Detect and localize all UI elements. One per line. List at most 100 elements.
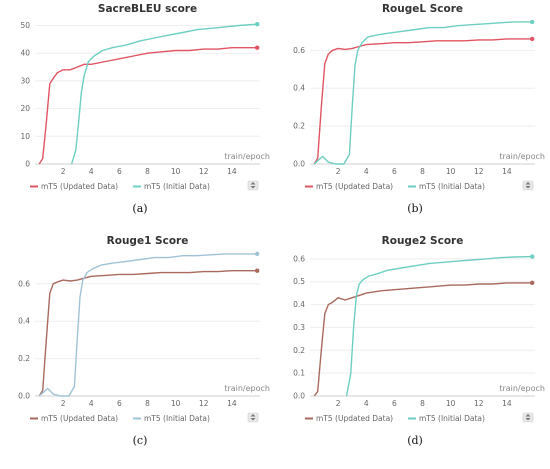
chart-panel-sacrebleu: SacreBLEU score 0 10 20 30 40 50 2 4 6 8 10 12 14 trai… <box>0 0 275 232</box>
figure-caption: (a) <box>132 202 147 215</box>
legend-item-0[interactable]: mT5 (Updated Data) <box>305 414 393 423</box>
x-tick-label: 8 <box>145 399 150 408</box>
chevron-up-icon <box>250 414 256 417</box>
x-tick-label: 14 <box>502 399 512 408</box>
series-end-point <box>529 36 535 42</box>
figure-caption: (d) <box>407 434 423 447</box>
legend-label: mT5 (Initial Data) <box>419 182 485 191</box>
x-axis-label: train/epoch <box>499 152 545 161</box>
y-tick-label: 30 <box>20 76 30 85</box>
legend-item-1[interactable]: mT5 (Initial Data) <box>133 182 210 191</box>
y-tick-label: 0.6 <box>293 46 305 55</box>
series-line-1 <box>38 253 258 397</box>
y-tick-label: 10 <box>20 132 30 141</box>
chevron-up-icon <box>250 182 256 185</box>
legend-label: mT5 (Updated Data) <box>41 414 118 423</box>
chevron-down-icon <box>250 418 256 421</box>
x-axis-label: train/epoch <box>499 384 545 393</box>
x-tick-label: 14 <box>502 167 512 176</box>
legend-pager-button[interactable] <box>522 412 534 423</box>
x-tick-label: 8 <box>145 167 150 176</box>
rouge2-chart: Rouge2 Score 0.0 0.1 0.2 0.3 0.4 0.5 0.6 2 4 6 8 10 1… <box>293 235 545 447</box>
x-axis-label: train/epoch <box>224 384 270 393</box>
legend-label: mT5 (Initial Data) <box>419 414 485 423</box>
x-tick-label: 12 <box>474 167 484 176</box>
y-tick-label: 0.0 <box>18 392 30 401</box>
y-tick-label: 0.0 <box>293 160 305 169</box>
chart-title: RougeL Score <box>382 3 463 15</box>
series-end-point <box>254 45 260 50</box>
chart-title: Rouge1 Score <box>107 235 189 247</box>
chart-title: Rouge2 Score <box>382 235 464 247</box>
series-line-0 <box>313 38 533 165</box>
y-tick-label: 0.2 <box>18 354 30 363</box>
chevron-up-icon <box>525 414 531 417</box>
x-tick-label: 10 <box>446 167 456 176</box>
legend-item-0[interactable]: mT5 (Updated Data) <box>305 182 393 191</box>
chevron-down-icon <box>250 186 256 189</box>
y-tick-label: 0.4 <box>293 300 305 309</box>
legend-pager-button[interactable] <box>522 180 534 191</box>
rougel-chart: RougeL Score 0.0 0.2 0.4 0.6 2 4 6 8 10 12 14 train/… <box>293 3 545 215</box>
x-tick-label: 10 <box>446 399 456 408</box>
series-end-point <box>254 268 260 273</box>
series-end-point <box>529 19 535 25</box>
y-tick-label: 0.4 <box>293 84 305 93</box>
legend-item-1[interactable]: mT5 (Initial Data) <box>408 414 485 423</box>
y-tick-label: 0.2 <box>293 346 305 355</box>
figure-caption: (c) <box>133 434 148 447</box>
figure-caption: (b) <box>407 202 423 215</box>
sacrebleu-chart: SacreBLEU score 0 10 20 30 40 50 2 4 6 8 10 12 14 trai… <box>20 3 270 215</box>
chevron-down-icon <box>525 186 531 189</box>
y-tick-label: 0.0 <box>293 392 305 401</box>
x-tick-label: 14 <box>227 167 237 176</box>
chart-panel-rougel: RougeL Score 0.0 0.2 0.4 0.6 2 4 6 8 10 12 14 train/… <box>275 0 550 232</box>
legend-label: mT5 (Initial Data) <box>144 182 210 191</box>
series-line-0 <box>313 282 533 397</box>
x-tick-label: 4 <box>89 399 94 408</box>
x-tick-label: 2 <box>336 167 341 176</box>
pager-box <box>522 412 534 423</box>
x-tick-label: 4 <box>364 167 369 176</box>
series-end-point <box>529 280 535 286</box>
x-tick-label: 6 <box>117 399 122 408</box>
series-line-0 <box>38 47 258 165</box>
legend-label: mT5 (Initial Data) <box>144 414 210 423</box>
x-axis-label: train/epoch <box>224 152 270 161</box>
x-tick-label: 8 <box>420 167 425 176</box>
y-tick-label: 0.4 <box>18 317 30 326</box>
legend-item-1[interactable]: mT5 (Initial Data) <box>133 414 210 423</box>
legend-item-0[interactable]: mT5 (Updated Data) <box>30 414 118 423</box>
y-tick-label: 0.5 <box>293 277 305 286</box>
x-tick-label: 10 <box>171 399 181 408</box>
pager-box <box>522 180 534 191</box>
x-tick-label: 2 <box>336 399 341 408</box>
x-tick-label: 8 <box>420 399 425 408</box>
y-tick-label: 0.3 <box>293 323 305 332</box>
x-tick-label: 4 <box>364 399 369 408</box>
pager-box <box>247 412 259 423</box>
series-line-1 <box>313 21 533 165</box>
y-tick-label: 40 <box>20 49 30 58</box>
legend-label: mT5 (Updated Data) <box>316 414 393 423</box>
x-tick-label: 2 <box>61 167 66 176</box>
pager-box <box>247 180 259 191</box>
legend-item-1[interactable]: mT5 (Initial Data) <box>408 182 485 191</box>
y-tick-label: 0.6 <box>293 254 305 263</box>
chart-title: SacreBLEU score <box>98 3 197 15</box>
chart-panel-rouge1: Rouge1 Score 0.0 0.2 0.4 0.6 2 4 6 8 10 12 14 train/… <box>0 232 275 465</box>
series-end-point <box>254 21 260 27</box>
y-tick-label: 0.1 <box>293 369 305 378</box>
series-line-0 <box>38 270 258 397</box>
series-end-point <box>254 251 260 257</box>
y-tick-label: 0 <box>25 160 30 169</box>
chevron-up-icon <box>525 182 531 185</box>
x-tick-label: 6 <box>392 167 397 176</box>
legend-pager-button[interactable] <box>247 412 259 423</box>
x-tick-label: 2 <box>61 399 66 408</box>
legend-item-0[interactable]: mT5 (Updated Data) <box>30 182 118 191</box>
x-tick-label: 12 <box>199 399 209 408</box>
legend-label: mT5 (Updated Data) <box>316 182 393 191</box>
y-tick-label: 0.6 <box>18 279 30 288</box>
legend-pager-button[interactable] <box>247 180 259 191</box>
